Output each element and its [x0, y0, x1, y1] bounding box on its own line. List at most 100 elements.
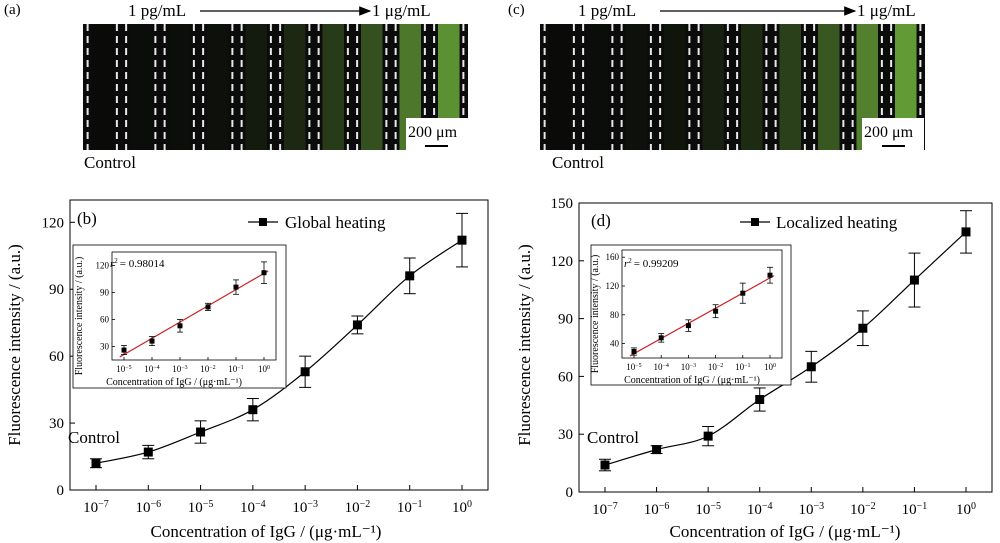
chart-b-data-point	[143, 447, 153, 457]
chart-d-inset-data-point	[767, 272, 773, 278]
chart-b-x-tick-label: 10−6	[135, 499, 161, 517]
chart-d-x-axis-label: Concentration of IgG / (μg·mL⁻¹)	[670, 522, 901, 541]
panel-a-control-label: Control	[84, 153, 136, 172]
chart-d-inset-x-tick-label: 10−2	[708, 362, 723, 372]
chart-b-y-tick-label: 60	[49, 349, 64, 365]
chart-b-data-point	[91, 458, 101, 468]
panel-c-strip-channel	[625, 24, 648, 150]
chart-b-inset-y-tick-label: 30	[100, 342, 110, 352]
chart-b-inset-marks	[119, 261, 269, 358]
chart-d-y-tick-label: 150	[551, 196, 574, 212]
chart-b-inset-data-point	[233, 284, 239, 290]
chart-d-inset-x-tick-label: 10−1	[735, 362, 750, 372]
chart-d-inset-y-label: Fluorescence intensity / (a.u.)	[590, 255, 601, 374]
panel-c-strip-channel	[740, 24, 763, 150]
chart-b-y-axis-label: Fluorescence intensity / (a.u.)	[5, 244, 24, 446]
chart-d-data-point	[652, 445, 662, 455]
chart-d-y-tick-label: 60	[558, 369, 573, 385]
chart-d-legend-label: Localized heating	[776, 213, 898, 232]
chart-d-inset-x-label: Concentration of IgG / (μg·mL⁻¹)	[624, 375, 760, 386]
chart-b-y-tick-label: 90	[49, 282, 64, 298]
chart-d-panel-letter: (d)	[591, 211, 611, 230]
chart-b-inset-x-tick-label: 10−5	[116, 364, 131, 374]
chart-d-inset-y-tick-label: 80	[610, 310, 620, 320]
panel-a-strip-channel	[168, 24, 191, 150]
chart-d-legend-marker	[751, 218, 759, 226]
chart-b-y-tick-label: 0	[57, 483, 65, 499]
chart-b-data-point	[196, 427, 206, 437]
panel-a-strip-channel	[360, 24, 383, 150]
chart-b-inset-x-tick-label: 10−1	[228, 364, 243, 374]
chart-b-x-tick-label: 10−5	[188, 499, 214, 517]
chart-d-y-axis-label: Fluorescence intensity / (a.u.)	[515, 244, 534, 446]
panel-a-range-end: 1 μg/mL	[372, 1, 431, 20]
chart-d-data-point	[600, 460, 610, 470]
chart-d-x-tick-label: 10−3	[798, 501, 824, 519]
panel-c-scale-bar-box	[862, 118, 924, 150]
chart-b: (b) Global heating Control Fluorescence …	[5, 199, 489, 541]
chart-b-data-point	[248, 405, 258, 415]
chart-d-inset-y-tick-label: 40	[610, 339, 620, 349]
panel-c-range-end: 1 μg/mL	[857, 1, 916, 20]
chart-b-inset-x-tick-label: 10−4	[144, 364, 159, 374]
chart-d-y-tick-label: 30	[558, 427, 573, 443]
chart-d-inset-fit-line	[629, 275, 775, 357]
chart-b-inset-y-tick-label: 120	[96, 261, 110, 271]
panel-a-scale-bar-box	[406, 118, 468, 150]
chart-d-axes: 10−7 10−6 10−5 10−4 10−3 10−2 10−1 100 0 30 60 90 12…	[551, 196, 977, 518]
chart-d-x-tick-label: 10−4	[747, 501, 773, 519]
panel-a-strip-channel	[129, 24, 152, 150]
chart-d-inset-x-tick-label: 100	[764, 362, 776, 372]
chart-b-y-tick-label: 120	[42, 215, 65, 231]
panel-a-fluorescence-image	[83, 24, 468, 150]
panel-c-strip-channel	[548, 24, 571, 150]
chart-b-x-tick-label: 100	[452, 499, 472, 517]
chart-b-axes: 10−7 10−6 10−5 10−4 10−3 10−2 10−1 100 0 30 60 90 12…	[42, 215, 473, 516]
chart-d-x-tick-label: 10−1	[902, 501, 928, 519]
chart-d-y-tick-label: 0	[566, 485, 574, 501]
panel-a-strip-channel	[91, 24, 114, 150]
chart-d-inset-data-point	[740, 290, 746, 296]
panel-a-strip-channel	[283, 24, 306, 150]
chart-d-data-point	[961, 227, 971, 237]
chart-b-panel-letter: (b)	[77, 209, 97, 228]
chart-b-x-tick-label: 10−3	[292, 499, 318, 517]
chart-b-inset-frame	[72, 244, 287, 389]
chart-b-legend-marker	[259, 218, 267, 226]
chart-b-data-point	[457, 235, 467, 245]
chart-b-inset-x-tick-label: 10−3	[172, 364, 187, 374]
chart-d-data-point	[755, 395, 765, 405]
chart-d-inset-y-tick-label: 160	[606, 252, 620, 262]
chart-b-inset: r2 = 0.98014 Fluorescence intensity / (a.…	[72, 244, 287, 389]
panel-c-strip-channel	[817, 24, 840, 150]
chart-d-marks	[599, 210, 972, 472]
chart-b-frame	[69, 199, 489, 491]
chart-b-inset-data-point	[205, 304, 211, 310]
panel-c-fluorescence-image	[540, 24, 925, 150]
chart-d-data-point	[703, 431, 713, 441]
panel-c-strip-channel	[702, 24, 725, 150]
chart-b-x-tick-label: 10−4	[240, 499, 266, 517]
chart-b-x-tick-label: 10−7	[83, 499, 109, 517]
chart-b-data-point	[300, 367, 310, 377]
chart-d-inset-plot-area	[621, 249, 783, 359]
chart-b-data-point	[352, 320, 362, 330]
chart-b-y-tick-label: 30	[49, 416, 64, 432]
panel-c-strip-channel	[779, 24, 802, 150]
chart-d-x-tick-label: 10−5	[695, 501, 721, 519]
chart-d-control-annotation: Control	[587, 428, 639, 447]
chart-d-data-point	[909, 275, 919, 285]
chart-d-inset-x-tick-label: 10−5	[626, 362, 641, 372]
chart-d-inset-y-tick-label: 120	[606, 281, 620, 291]
chart-d-inset-marks	[629, 266, 775, 357]
chart-d-inset-data-point	[631, 349, 637, 355]
panel-a-range-start: 1 pg/mL	[128, 1, 186, 20]
chart-b-inset-x-label: Concentration of IgG / (μg·mL⁻¹)	[106, 377, 242, 388]
panel-a-strip-channel	[322, 24, 345, 150]
chart-b-control-annotation: Control	[68, 428, 120, 447]
chart-b-inset-fit-line	[119, 270, 269, 358]
chart-b-x-tick-label: 10−2	[345, 499, 371, 517]
panel-c: (c) 1 pg/mL 1 μg/mL 200 μm Control	[508, 1, 925, 172]
panel-c-control-label: Control	[552, 153, 604, 172]
